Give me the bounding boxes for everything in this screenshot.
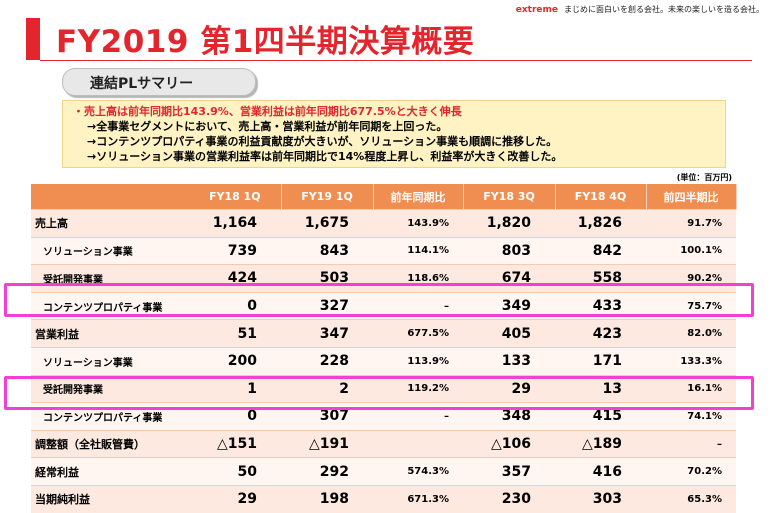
amount-cell: 228 — [281, 346, 373, 376]
ratio-cell: 114.1% — [373, 236, 463, 265]
amount-cell: 558 — [555, 264, 646, 293]
summary-headline: ・売上高は前年同期比143.9%、営業利益は前年同期比677.5%と大きく伸長 — [73, 105, 462, 118]
amount-cell: 1,826 — [555, 209, 646, 238]
table-row: 売上高 1,164 1,675 143.9% 1,820 1,826 91.7% — [31, 209, 736, 238]
amount-cell: 303 — [555, 484, 646, 513]
title-divider — [40, 60, 752, 61]
column-header: FY18 1Q — [189, 184, 282, 210]
unit-label: (単位：百万円) — [676, 173, 732, 182]
row-label: 調整額（全社販管費） — [31, 429, 189, 458]
row-label: ソリューション事業 — [31, 236, 189, 265]
ratio-cell: 82.0% — [646, 319, 736, 348]
amount-cell: 803 — [463, 236, 555, 265]
table-row: ソリューション事業 200 228 113.9% 133 171 133.3% — [31, 346, 736, 376]
amount-cell: 230 — [463, 484, 555, 513]
amount-cell: △106 — [463, 429, 555, 458]
amount-cell: 51 — [189, 319, 281, 348]
table-row: ソリューション事業 739 843 114.1% 803 842 100.1% — [31, 236, 736, 265]
column-header: FY19 1Q — [281, 184, 374, 210]
ratio-cell: 677.5% — [373, 319, 463, 348]
row-label: ソリューション事業 — [31, 346, 189, 376]
amount-cell: 29 — [463, 374, 555, 403]
column-header: FY18 4Q — [555, 184, 647, 210]
column-header: 前年同期比 — [373, 184, 464, 210]
table-row: 受託開発事業 424 503 118.6% 674 558 90.2% — [31, 264, 736, 293]
amount-cell: 416 — [555, 457, 646, 486]
amount-cell: 405 — [463, 319, 555, 348]
ratio-cell: 65.3% — [646, 484, 736, 513]
amount-cell: △191 — [281, 429, 373, 458]
amount-cell: 843 — [281, 236, 373, 265]
table-header-row: FY18 1Q FY19 1Q 前年同期比 FY18 3Q FY18 4Q 前四… — [31, 184, 737, 210]
amount-cell: 171 — [555, 346, 646, 376]
table-row: 当期純利益 29 198 671.3% 230 303 65.3% — [31, 484, 736, 513]
amount-cell: 292 — [281, 457, 373, 486]
row-label: 受託開発事業 — [31, 264, 189, 293]
table-row: 営業利益 51 347 677.5% 405 423 82.0% — [31, 319, 736, 348]
row-label: 売上高 — [31, 209, 189, 238]
amount-cell: 347 — [281, 319, 373, 348]
table-row: 受託開発事業 1 2 119.2% 29 13 16.1% — [31, 374, 736, 403]
ratio-cell: 113.9% — [373, 346, 463, 376]
summary-point: →ソリューション事業の営業利益率は前年同期比で14%程度上昇し、利益率が大きく改… — [87, 150, 563, 163]
row-label: 経常利益 — [31, 457, 189, 486]
title-accent-bar — [26, 18, 40, 60]
ratio-cell: 91.7% — [646, 209, 736, 238]
ratio-cell: 70.2% — [646, 457, 736, 486]
summary-point: →全事業セグメントにおいて、売上高・営業利益が前年同期を上回った。 — [87, 120, 448, 133]
brand-slogan: まじめに面白いを創る会社。未来の楽しいを造る会社。 — [564, 5, 764, 14]
summary-point: →コンテンツプロパティ事業の利益貢献度が大きいが、ソリューション事業も順調に推移… — [87, 135, 558, 148]
ratio-cell: 119.2% — [373, 374, 463, 403]
amount-cell: 50 — [189, 457, 281, 486]
ratio-cell: 143.9% — [373, 209, 463, 238]
row-label: 当期純利益 — [31, 484, 189, 513]
ratio-cell: 133.3% — [646, 346, 736, 376]
ratio-cell: – — [646, 429, 736, 458]
highlight-box — [4, 376, 754, 410]
amount-cell: 13 — [555, 374, 646, 403]
ratio-cell: 16.1% — [646, 374, 736, 403]
amount-cell: △189 — [555, 429, 646, 458]
table-row: 調整額（全社販管費） △151 △191 △106 △189– — [31, 429, 736, 458]
amount-cell: 1,820 — [463, 209, 555, 238]
amount-cell: 503 — [281, 264, 373, 293]
amount-cell: 674 — [463, 264, 555, 293]
row-label: 営業利益 — [31, 319, 189, 348]
brand-tagline: extreme まじめに面白いを創る会社。未来の楽しいを造る会社。 — [516, 4, 764, 15]
row-label: 受託開発事業 — [31, 374, 189, 403]
amount-cell: 357 — [463, 457, 555, 486]
section-title: 連結PLサマリー — [90, 76, 194, 92]
amount-cell: 842 — [555, 236, 646, 265]
brand-logo: extreme — [515, 5, 558, 15]
amount-cell: 739 — [189, 236, 281, 265]
amount-cell: 1,164 — [189, 209, 281, 238]
ratio-cell: 118.6% — [373, 264, 463, 293]
amount-cell: 200 — [189, 346, 281, 376]
section-pill — [62, 68, 256, 96]
ratio-cell — [373, 429, 463, 458]
ratio-cell: 671.3% — [373, 484, 463, 513]
summary-box: ・売上高は前年同期比143.9%、営業利益は前年同期比677.5%と大きく伸長 … — [62, 100, 726, 168]
amount-cell: △151 — [189, 429, 281, 458]
page-title: FY2019 第1四半期決算概要 — [56, 24, 475, 60]
amount-cell: 423 — [555, 319, 646, 348]
amount-cell: 424 — [189, 264, 281, 293]
highlight-box — [4, 283, 754, 317]
ratio-cell: 90.2% — [646, 264, 736, 293]
column-header: FY18 3Q — [463, 184, 556, 210]
amount-cell: 29 — [189, 484, 281, 513]
amount-cell: 1,675 — [281, 209, 373, 238]
amount-cell: 2 — [281, 374, 373, 403]
pl-summary-table: FY18 1Q FY19 1Q 前年同期比 FY18 3Q FY18 4Q 前四… — [31, 184, 737, 513]
amount-cell: 198 — [281, 484, 373, 513]
amount-cell: 1 — [189, 374, 281, 403]
table-row: 経常利益 50 292 574.3% 357 416 70.2% — [31, 457, 736, 486]
ratio-cell: 100.1% — [646, 236, 736, 265]
column-header: 前四半期比 — [646, 184, 737, 210]
amount-cell: 133 — [463, 346, 555, 376]
column-header — [31, 184, 189, 210]
ratio-cell: 574.3% — [373, 457, 463, 486]
